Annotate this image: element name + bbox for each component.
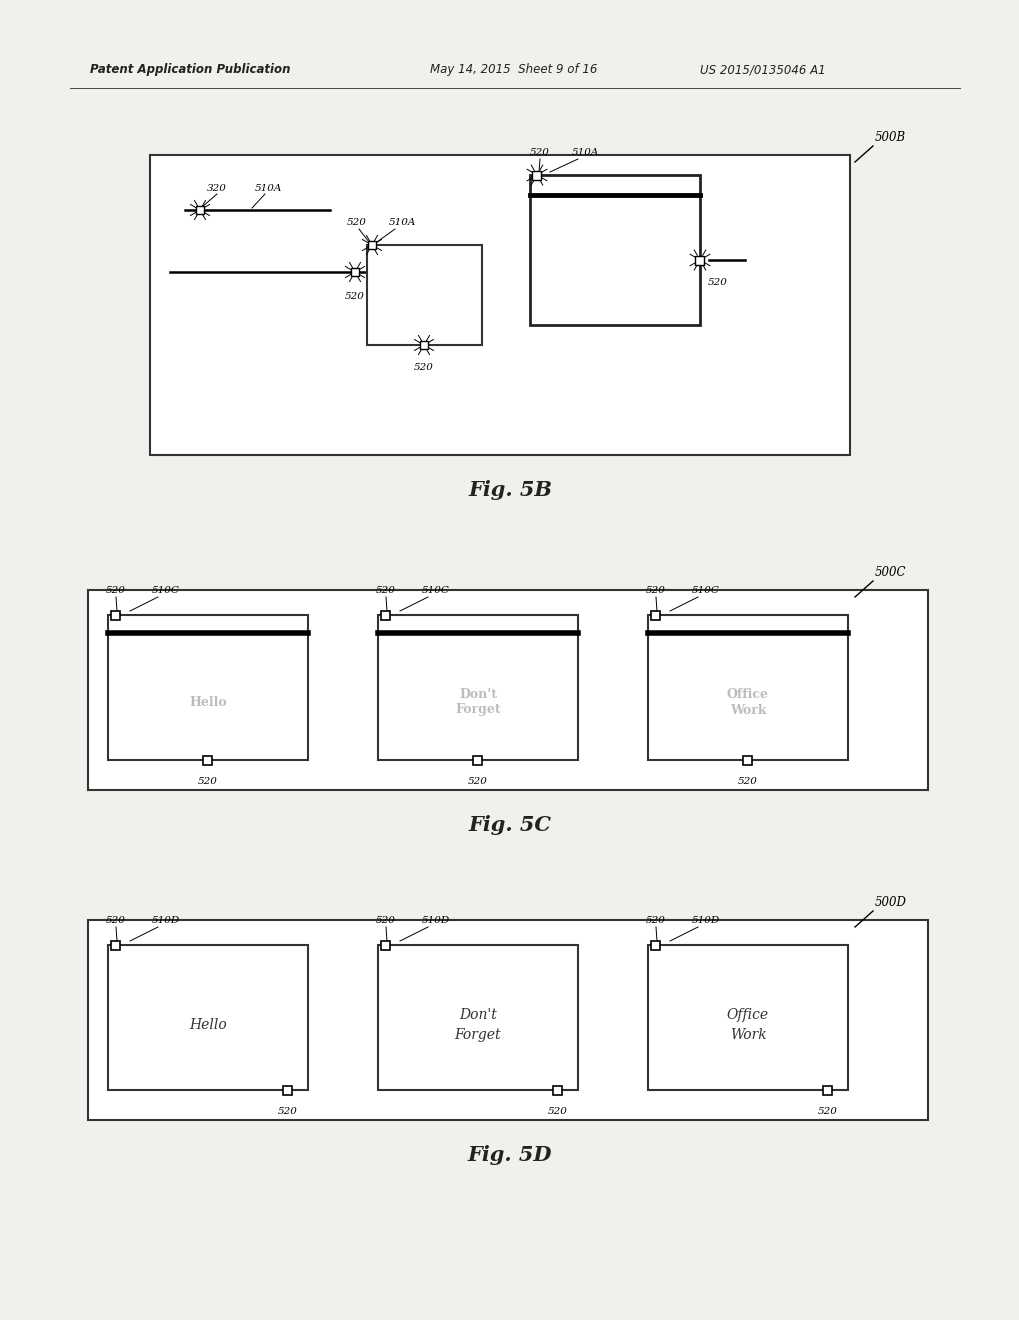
Text: 500B: 500B — [874, 131, 905, 144]
Bar — [367, 246, 482, 345]
Text: Don't: Don't — [459, 688, 496, 701]
Bar — [196, 206, 204, 214]
Text: 520: 520 — [106, 586, 125, 595]
Text: 510C: 510C — [152, 586, 179, 595]
Text: Hello: Hello — [189, 696, 226, 709]
Text: Fig. 5B: Fig. 5B — [468, 480, 551, 500]
Text: Fig. 5D: Fig. 5D — [468, 1144, 551, 1166]
Bar — [111, 940, 120, 949]
Bar — [743, 755, 752, 764]
Bar — [530, 176, 699, 325]
Text: 520: 520 — [344, 292, 365, 301]
Text: Don't
Forget: Don't Forget — [454, 1008, 500, 1041]
Text: Hello: Hello — [189, 1018, 226, 1032]
Bar — [378, 945, 578, 1090]
Text: 510D: 510D — [691, 916, 719, 925]
Text: 510A: 510A — [388, 218, 416, 227]
Text: 520: 520 — [530, 148, 549, 157]
Text: 510A: 510A — [254, 183, 281, 193]
Bar — [695, 256, 704, 264]
Text: 510D: 510D — [422, 916, 449, 925]
Bar — [381, 940, 390, 949]
Bar — [283, 1085, 292, 1094]
Text: 520: 520 — [376, 586, 395, 595]
Text: 320: 320 — [207, 183, 226, 193]
Text: 520: 520 — [707, 279, 728, 286]
Text: 510C: 510C — [691, 586, 719, 595]
Text: Office: Office — [727, 688, 768, 701]
Bar — [651, 940, 660, 949]
Text: 510A: 510A — [571, 148, 598, 157]
Text: 520: 520 — [817, 1107, 838, 1115]
Bar — [647, 945, 847, 1090]
Text: 510C: 510C — [422, 586, 449, 595]
Text: 520: 520 — [106, 916, 125, 925]
Text: 520: 520 — [738, 777, 757, 785]
Bar — [108, 615, 308, 760]
Text: 520: 520 — [645, 916, 665, 925]
Text: May 14, 2015  Sheet 9 of 16: May 14, 2015 Sheet 9 of 16 — [430, 63, 597, 77]
Bar — [351, 268, 359, 276]
Bar — [108, 945, 308, 1090]
Text: 520: 520 — [645, 586, 665, 595]
Bar — [381, 610, 390, 619]
Text: 520: 520 — [278, 1107, 298, 1115]
Text: 520: 520 — [346, 218, 367, 227]
Bar — [532, 170, 541, 180]
Text: Forget: Forget — [454, 704, 500, 717]
Text: 520: 520 — [376, 916, 395, 925]
Bar — [822, 1085, 832, 1094]
Bar — [647, 615, 847, 760]
Text: 520: 520 — [198, 777, 218, 785]
Bar — [150, 154, 849, 455]
Text: 520: 520 — [414, 363, 433, 372]
Bar — [473, 755, 482, 764]
Bar — [111, 610, 120, 619]
Text: 500C: 500C — [874, 566, 906, 579]
Text: Work: Work — [729, 704, 765, 717]
Text: 520: 520 — [468, 777, 487, 785]
Text: 500D: 500D — [874, 896, 906, 909]
Text: 510D: 510D — [152, 916, 180, 925]
Text: Fig. 5C: Fig. 5C — [468, 814, 551, 836]
Text: US 2015/0135046 A1: US 2015/0135046 A1 — [699, 63, 824, 77]
Text: Office
Work: Office Work — [727, 1008, 768, 1041]
Text: 520: 520 — [547, 1107, 568, 1115]
Bar — [88, 920, 927, 1119]
Bar — [204, 755, 212, 764]
Bar — [420, 341, 428, 348]
Bar — [88, 590, 927, 789]
Bar — [368, 242, 376, 249]
Bar — [553, 1085, 561, 1094]
Text: Patent Application Publication: Patent Application Publication — [90, 63, 290, 77]
Bar — [651, 610, 660, 619]
Bar — [378, 615, 578, 760]
